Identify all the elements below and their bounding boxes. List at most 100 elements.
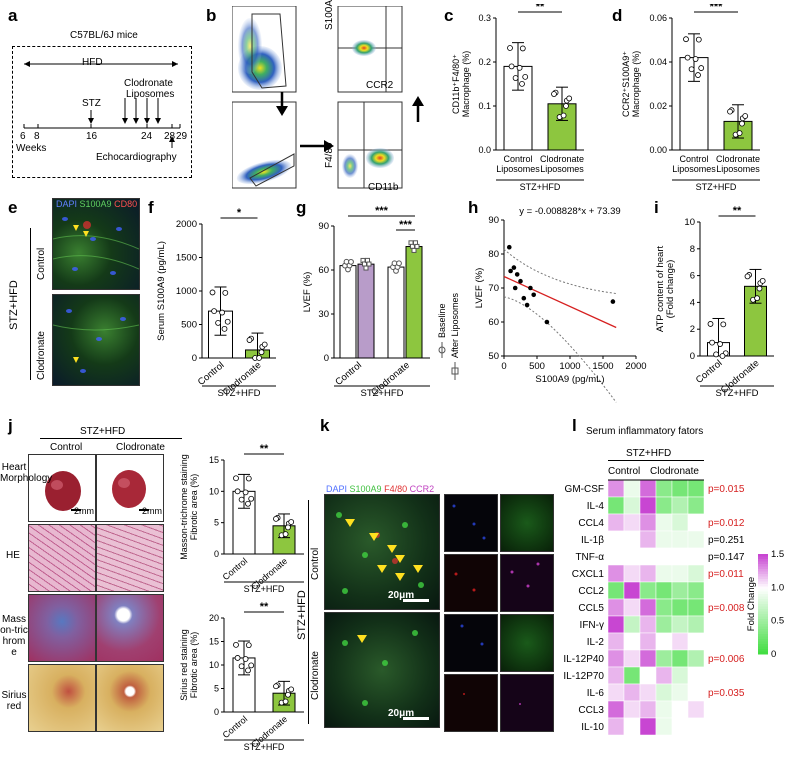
data-point	[736, 130, 743, 137]
x-tick-label: 0	[501, 361, 506, 372]
y-tick-label: 0.3	[478, 13, 491, 23]
data-point	[695, 36, 702, 43]
x-axis-label: S100A9 (pg/mL)	[535, 374, 604, 385]
heatmap-cell	[639, 717, 657, 736]
heatmap-cell	[655, 683, 673, 702]
p-value-label: p=0.015	[708, 484, 745, 495]
legend-gradient-step	[758, 606, 768, 610]
y-tick-label: 2000	[176, 219, 197, 230]
panel-k-clodronate-merge	[324, 612, 440, 728]
heatmap-cell	[607, 496, 625, 515]
y-axis-label-line: Macrophage (%)	[461, 51, 471, 118]
panel-label-e: e	[8, 198, 18, 217]
group-label: STZ+HFD	[715, 388, 758, 399]
bar	[387, 266, 405, 359]
heatmap-row-label: IL-2	[587, 637, 605, 648]
heatmap-cell	[671, 598, 689, 617]
ci-lower	[503, 296, 617, 403]
data-point	[544, 319, 550, 325]
x-tick-label: 1000	[559, 361, 580, 372]
heatmap-cell	[687, 666, 705, 685]
heatmap-cell	[687, 683, 705, 702]
legend-gradient-step	[758, 619, 768, 622]
group-label: STZ+HFD	[244, 742, 285, 752]
y-axis-label-line: ATP content of heart	[656, 246, 666, 333]
data-point	[717, 341, 723, 347]
y-tick-label: 1000	[176, 286, 197, 297]
data-point	[516, 64, 523, 71]
sig-label: ***	[375, 205, 389, 217]
data-point	[684, 54, 691, 61]
data-point	[221, 325, 228, 332]
panel-label-c: c	[444, 6, 454, 25]
y-tick-label: 500	[181, 320, 197, 331]
data-point	[258, 349, 265, 356]
data-point	[739, 120, 745, 127]
heatmap-cell	[607, 717, 625, 736]
panel-a-tick-24: 24	[141, 131, 153, 142]
panel-a-tick-28: 28	[164, 131, 176, 142]
panel-b-f480-axis: F4/80	[324, 142, 335, 168]
heatmap-cell	[607, 513, 625, 532]
heatmap-cell	[607, 666, 625, 685]
heatmap-cell	[639, 513, 657, 532]
panel-e-control-label: Control	[36, 247, 47, 280]
heatmap-cell	[671, 547, 689, 566]
data-point	[511, 265, 517, 270]
y-tick-label: 0.1	[478, 101, 491, 111]
legend-gradient-step	[758, 611, 768, 615]
data-point	[695, 72, 701, 78]
heatmap-cell	[671, 513, 689, 532]
y-tick-label: 0	[192, 353, 197, 364]
panel-label-g: g	[296, 198, 307, 217]
heatmap-cell	[655, 581, 673, 600]
panel-k-clodronate-dapi	[444, 614, 498, 672]
panel-label-l: l	[572, 416, 577, 435]
heatmap-cell	[655, 547, 673, 566]
data-point	[245, 642, 252, 649]
data-point	[209, 289, 216, 296]
heatmap-cell	[623, 598, 641, 617]
panel-a-tick-16: 16	[86, 131, 98, 142]
heatmap-cell	[639, 615, 657, 634]
x-tick-label: 1500	[592, 361, 613, 372]
heatmap-cell	[671, 564, 689, 583]
data-point	[248, 662, 255, 669]
p-value-label: p=0.012	[708, 518, 745, 529]
data-point	[366, 261, 372, 267]
data-point	[551, 91, 557, 97]
legend-gradient-step	[758, 634, 768, 637]
panel-a-weeks: Weeks	[16, 143, 47, 154]
panel-e-clodronate-label: Clodronate	[36, 331, 47, 380]
data-point	[288, 519, 295, 525]
data-point	[245, 500, 251, 507]
heatmap-cell	[655, 700, 673, 719]
heatmap-cell	[671, 615, 689, 634]
legend-gradient-step	[758, 569, 768, 572]
panel-c-chart: 0.00.10.20.3ControlLiposomesClodronateLi…	[451, 4, 584, 192]
data-point	[566, 95, 573, 102]
heatmap-cell	[671, 717, 689, 736]
heatmap-cell	[607, 564, 625, 583]
y-axis-label: Sirius red stainingFibrotic area (%)	[180, 629, 199, 701]
heatmap-cell	[623, 564, 641, 583]
panel-l-group-line	[608, 460, 704, 461]
y-tick-label: 1500	[176, 253, 197, 264]
legend-gradient-step	[758, 566, 768, 570]
y-axis-label: ATP content of heart(Fold change)	[656, 246, 676, 333]
sig-label: ***	[710, 4, 724, 13]
heatmap-cell	[607, 615, 625, 634]
legend-gradient-step	[758, 579, 768, 582]
panel-j-clodronate: Clodronate	[116, 442, 165, 453]
y-tick-label: 60	[488, 317, 499, 328]
data-point	[256, 355, 262, 361]
panel-e-group: STZ+HFD	[8, 280, 20, 330]
data-point	[411, 247, 417, 253]
data-point	[238, 663, 245, 670]
heatmap-cell	[639, 666, 657, 685]
y-tick-label: 0.2	[478, 57, 491, 67]
legend-gradient-step	[758, 576, 768, 580]
data-point	[759, 277, 766, 284]
heatmap-cell	[655, 564, 673, 583]
